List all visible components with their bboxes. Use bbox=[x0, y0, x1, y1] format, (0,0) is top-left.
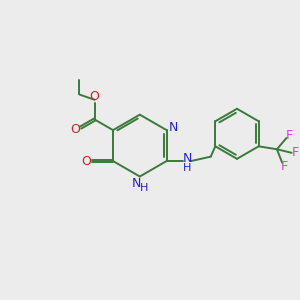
Text: F: F bbox=[281, 160, 288, 173]
Text: H: H bbox=[140, 183, 149, 193]
Text: N: N bbox=[168, 121, 178, 134]
Text: O: O bbox=[90, 90, 100, 103]
Text: H: H bbox=[183, 163, 191, 172]
Text: O: O bbox=[82, 154, 92, 167]
Text: F: F bbox=[292, 146, 299, 159]
Text: N: N bbox=[132, 177, 141, 190]
Text: F: F bbox=[286, 129, 293, 142]
Text: O: O bbox=[70, 123, 80, 136]
Text: N: N bbox=[182, 152, 192, 166]
